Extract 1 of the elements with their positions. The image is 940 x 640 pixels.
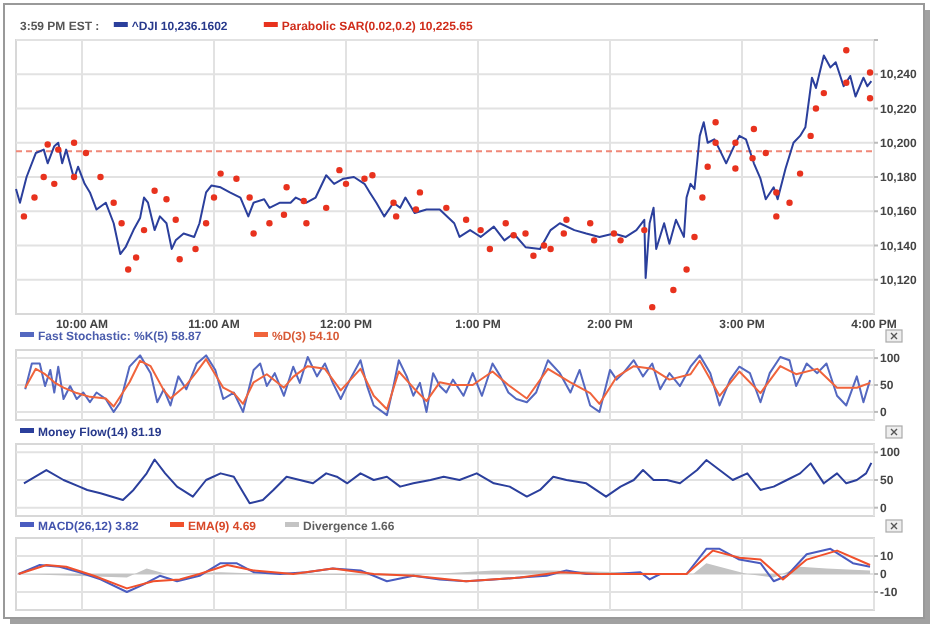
line-series (22, 458, 873, 505)
